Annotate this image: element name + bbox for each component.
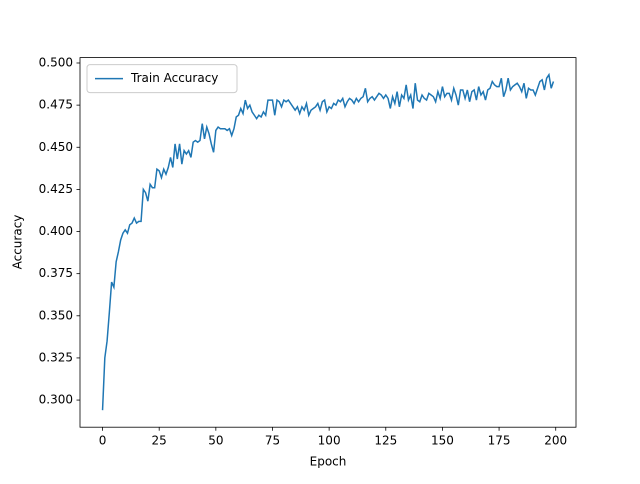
x-tick-label: 0 [99,434,107,448]
y-tick-label: 0.425 [39,182,73,196]
x-tick-label: 125 [374,434,397,448]
y-tick-label: 0.300 [39,393,73,407]
x-tick-label: 150 [431,434,454,448]
x-tick-label: 200 [544,434,567,448]
x-tick-label: 100 [318,434,341,448]
y-tick-label: 0.500 [39,55,73,69]
x-tick-label: 75 [265,434,280,448]
x-tick-label: 175 [488,434,511,448]
y-tick-label: 0.400 [39,224,73,238]
legend-label: Train Accuracy [130,71,218,85]
x-tick-label: 50 [208,434,223,448]
x-tick-label: 25 [152,434,167,448]
y-tick-label: 0.375 [39,266,73,280]
y-axis-label: Accuracy [11,215,25,270]
legend-box [86,64,238,94]
y-tick-label: 0.325 [39,350,73,364]
y-tick-label: 0.350 [39,308,73,322]
axes-frame [79,57,577,428]
x-axis-label: Epoch [310,455,347,469]
y-tick-label: 0.475 [39,98,73,112]
data-line [101,72,555,411]
y-tick-label: 0.450 [39,140,73,154]
